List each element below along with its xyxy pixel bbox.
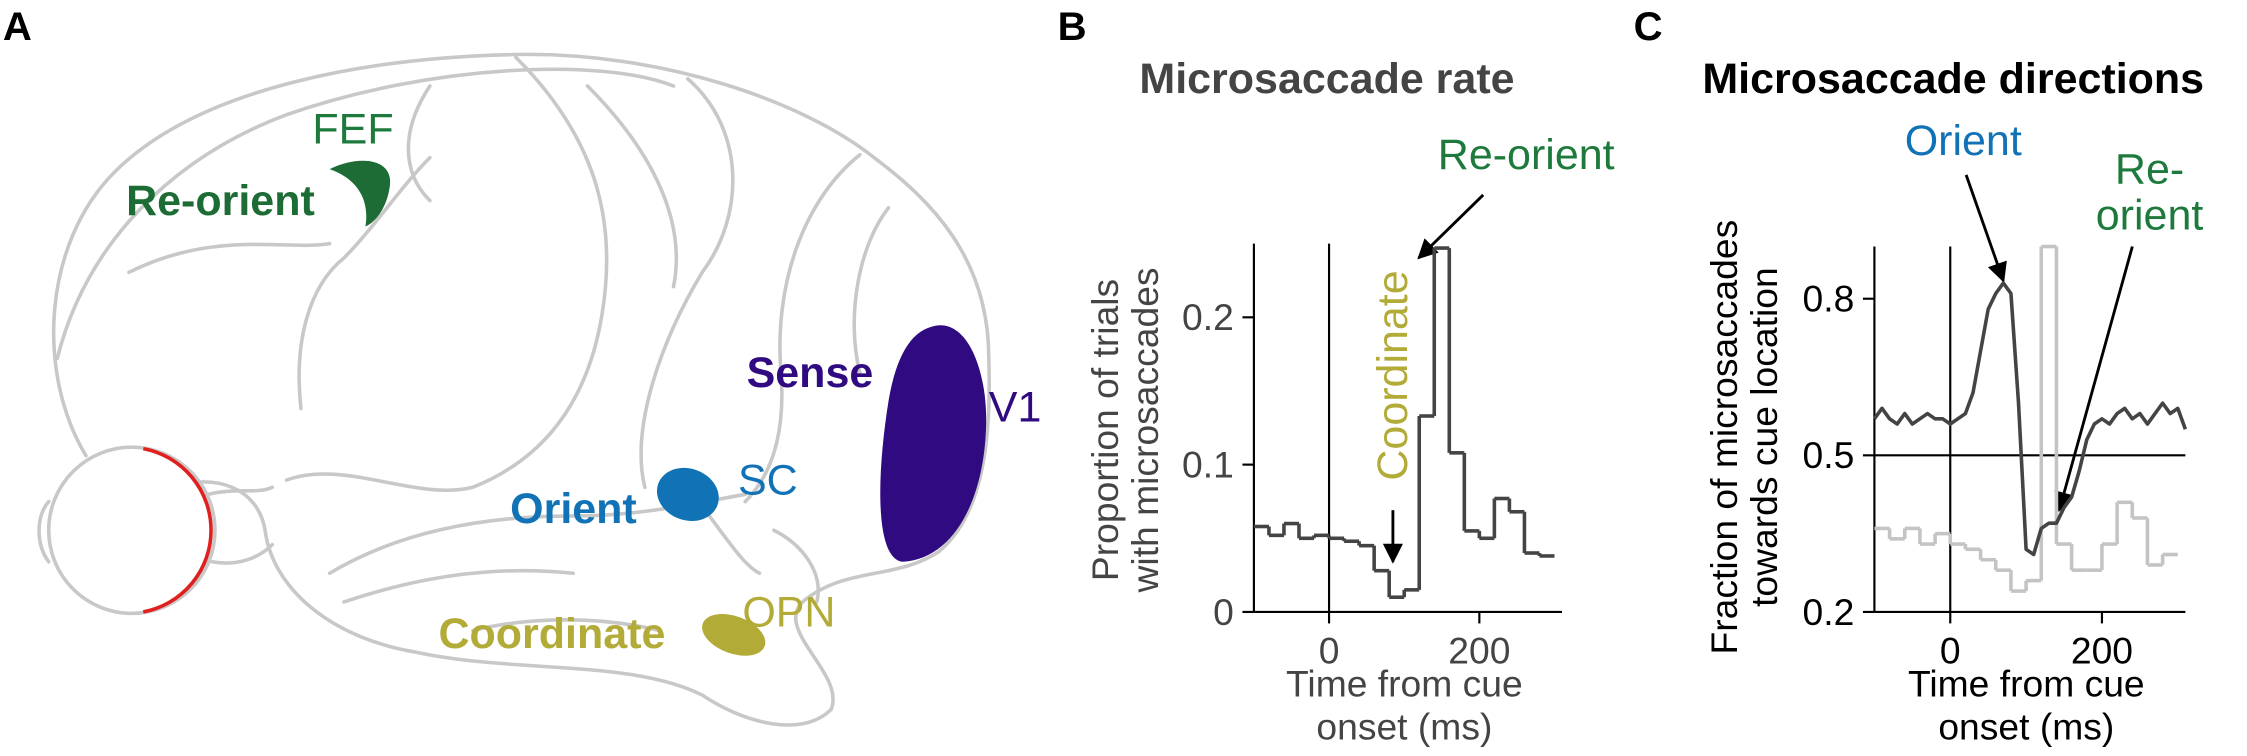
panel-label: A [3, 4, 32, 49]
y-axis-label: Fraction of microsaccades [1703, 220, 1745, 655]
region-name: OPN [742, 588, 835, 636]
function-label: Sense [747, 349, 874, 397]
annotation-arrow [1417, 193, 1485, 260]
x-tick-label: 200 [1448, 630, 1510, 672]
annotation-arrow [2054, 246, 2134, 513]
y-tick-label: 0.2 [1803, 591, 1855, 633]
annotation-arrow [1964, 174, 2007, 283]
chart-title: Microsaccade directions [1702, 55, 2204, 103]
data-line [1872, 281, 2188, 557]
y-tick-label: 0.8 [1803, 278, 1855, 320]
function-label: Re-orient [126, 177, 315, 225]
eye [37, 445, 275, 616]
function-label: Orient [510, 485, 637, 533]
sc-region [656, 467, 719, 521]
x-tick-label: 200 [2071, 630, 2133, 672]
y-axis-label: towards cue location [1743, 267, 1785, 607]
x-tick-label: 0 [1940, 630, 1961, 672]
opn-region [702, 614, 766, 656]
annotation: Coordinate [1369, 270, 1417, 480]
y-tick-label: 0 [1213, 591, 1234, 633]
y-tick-label: 0.2 [1182, 296, 1234, 338]
x-axis-label: onset (ms) [1938, 705, 2114, 747]
panel-label: C [1634, 4, 1663, 49]
x-axis-label: Time from cue [1908, 662, 2145, 704]
brain-outline [51, 52, 991, 727]
annotation: Re- [2115, 145, 2184, 193]
fef-region [329, 160, 391, 227]
y-axis-label: Proportion of trials [1084, 279, 1126, 581]
region-name: SC [738, 456, 798, 504]
annotation: Orient [1905, 117, 2022, 165]
region-name: FEF [312, 105, 393, 153]
annotation: orient [2096, 191, 2204, 239]
y-axis-label: with microsaccades [1124, 267, 1166, 593]
chart-title: Microsaccade rate [1139, 55, 1514, 103]
function-label: Coordinate [439, 610, 666, 658]
region-name: V1 [989, 383, 1042, 431]
x-axis-label: Time from cue [1286, 662, 1523, 704]
y-tick-label: 0.5 [1803, 434, 1855, 476]
x-axis-label: onset (ms) [1316, 705, 1492, 747]
y-tick-label: 0.1 [1182, 444, 1234, 486]
v1-region [880, 325, 987, 562]
panel-label: B [1058, 4, 1087, 49]
x-tick-label: 0 [1319, 630, 1340, 672]
annotation: Re-orient [1438, 131, 1615, 179]
